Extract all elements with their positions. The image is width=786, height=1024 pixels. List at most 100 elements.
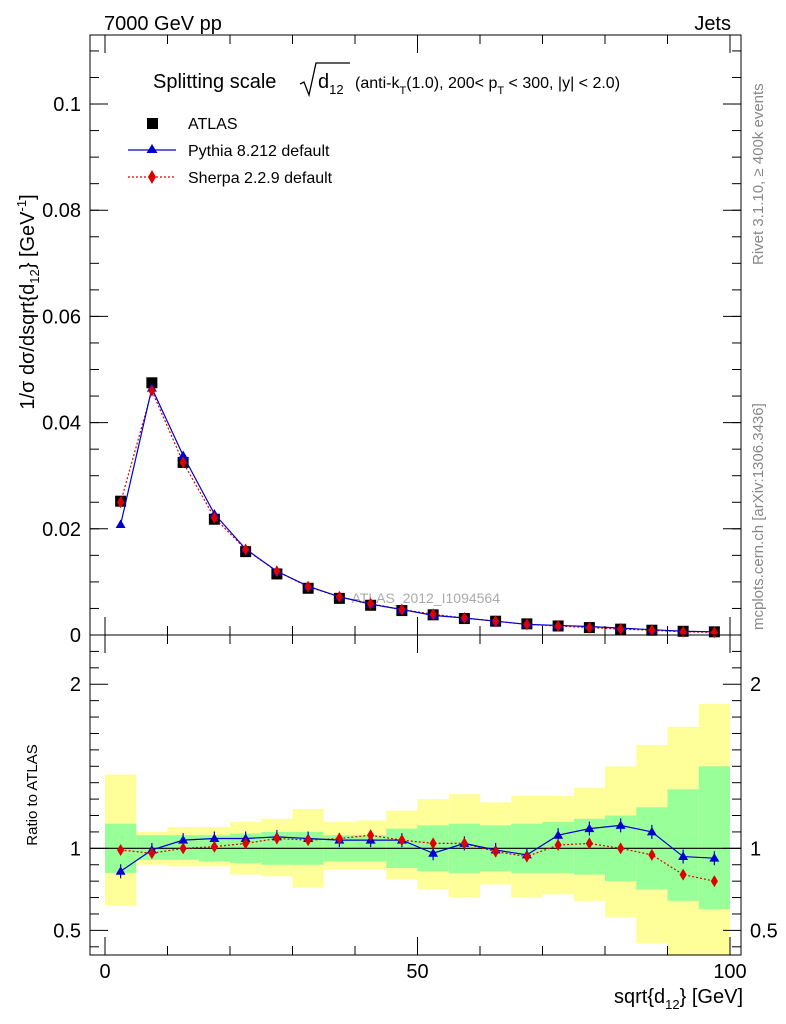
ratio-sherpa-point [710,875,718,888]
ratio-pythia-point [615,820,626,829]
ratio-ytick-label-right: 0.5 [750,920,778,942]
ratio-sherpa-point [648,848,656,861]
ratio-sherpa-point [523,850,531,863]
ratio-x-tick-labels: 0 50 100 [99,961,746,983]
ratio-sherpa-point [398,834,406,847]
ratio-sherpa-point [148,847,156,860]
ratio-sherpa-point [429,837,437,850]
ratio-ytick-label-right: 1 [750,838,761,860]
main-pythia-point [178,450,189,460]
main-sherpa-point [179,456,187,469]
ratio-xtick-label: 100 [713,961,746,983]
main-ytick-label: 0.06 [42,306,81,328]
title-var: d [318,71,329,93]
ratio-pythia-point [178,835,189,844]
legend-marker-atlas [147,118,158,129]
main-sherpa-line [120,388,715,633]
main-sherpa-point [367,597,375,610]
main-ytick-label: 0.08 [42,200,81,222]
ratio-sherpa-point [585,837,593,850]
main-sherpa-point [148,384,156,397]
mcplots-label: mcplots.cern.ch [arXiv:1306.3436] [750,403,767,630]
ratio-band-inner [698,766,730,910]
ratio-panel: 0.5 0.5 1 1 2 2 0 50 100 Ratio to ATLAS sqrt{d1… [24,634,778,1012]
ratio-y-axis-label: Ratio to ATLAS [24,744,41,845]
ratio-pythia-point [709,853,720,862]
main-panel: ATLAS_2012_I1094564 0 0.02 0.04 0.06 0.08 0.1… [14,34,742,647]
ratio-sherpa-point [179,842,187,855]
legend-label-atlas: ATLAS [188,116,238,133]
ratio-ytick-label: 0.5 [53,920,81,942]
ratio-ytick-label-right: 2 [750,674,761,696]
main-sherpa-point [398,603,406,616]
title-cut-c: < 300, |y| < 2.0) [504,75,620,92]
ratio-pythia-point [553,830,564,839]
ratio-xtick-label: 50 [406,961,428,983]
main-sherpa-point [335,590,343,603]
main-plot-area [115,377,720,639]
ratio-pythia-line [120,824,715,872]
legend-marker-pythia [146,144,158,153]
main-pythia-point [115,519,126,529]
ratio-pythia-point [428,848,439,857]
main-atlas-point [146,377,158,389]
legend-label-sherpa: Sherpa 2.2.9 default [188,170,333,187]
main-ytick-label: 0.1 [53,94,81,116]
ratio-frame [89,634,742,956]
ratio-pythia-point [115,866,126,875]
main-y-axis-label: 1/σ dσ/dsqrt{d12} [GeV-1] [14,194,42,409]
ratio-pythia-point [678,851,689,861]
main-sherpa-point [648,624,656,637]
x-axis-label: sqrt{d12} [GeV] [614,986,743,1012]
ratio-sherpa-point [304,834,312,847]
ratio-sherpa-point [273,832,281,845]
main-ytick-label: 0.02 [42,519,81,541]
ratio-sherpa-point [679,868,687,881]
ratio-sherpa-point [554,839,562,852]
title-cut-a-sub: T [399,85,406,97]
main-sherpa-point [554,619,562,632]
ratio-sherpa-point [117,843,125,856]
main-sherpa-point [210,511,218,524]
ratio-pythia-point [584,823,595,833]
ratio-sherpa-point [242,837,250,850]
plot-title: Splitting scale d12 (anti-kT(1.0), 200< … [153,62,620,98]
ratio-sherpa-point [460,837,468,850]
main-sherpa-point [304,580,312,593]
ratio-sherpa-point [367,829,375,842]
main-pythia-line [120,386,715,633]
ratio-sherpa-point [492,845,500,858]
main-sherpa-point [117,496,125,509]
legend: ATLAS Pythia 8.212 default Sherpa 2.2.9 … [128,116,333,187]
legend-marker-sherpa [148,170,156,184]
ratio-plot-area [90,703,741,955]
svg-text:Splitting scale: Splitting scale [153,71,276,93]
title-cut-b: (1.0), 200< p [406,75,497,92]
process-label: 7000 GeV pp [104,13,222,35]
ratio-sherpa-point [617,842,625,855]
sqrt-symbol [299,62,350,98]
main-sherpa-point [242,543,250,556]
ratio-ytick-label: 2 [70,674,81,696]
title-var-sub: 12 [329,82,343,97]
watermark: ATLAS_2012_I1094564 [352,590,501,606]
main-ytick-label: 0.04 [42,413,81,435]
title-cut-b-sub: T [497,85,504,97]
rivet-label: Rivet 3.1.10, ≥ 400k events [750,83,767,265]
main-ytick-label: 0 [70,625,81,647]
main-sherpa-point [460,612,468,625]
main-sherpa-point [523,618,531,631]
main-sherpa-point [273,565,281,578]
ratio-sherpa-point [210,840,218,853]
svg-text:d12: d12 [318,71,344,97]
ratio-y-tick-labels: 0.5 0.5 1 1 2 2 [53,674,778,942]
main-sherpa-point [617,623,625,636]
ratio-pythia-point [209,833,220,842]
main-y-tick-labels: 0 0.02 0.04 0.06 0.08 0.1 [42,94,81,647]
main-sherpa-point [585,621,593,634]
ratio-band-inner [667,789,699,901]
svg-text:(anti-kT(1.0), 200< pT < 300,: (anti-kT(1.0), 200< pT < 300, |y| < 2.0) [355,75,620,97]
main-sherpa-point [429,608,437,621]
ratio-pythia-point [646,826,657,836]
